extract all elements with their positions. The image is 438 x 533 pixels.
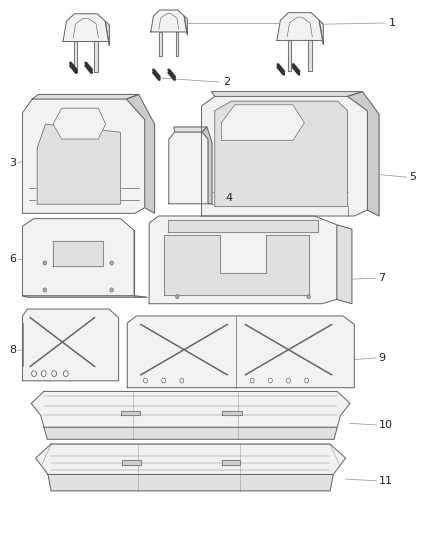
Text: 9: 9 [378,353,385,363]
Polygon shape [164,235,309,295]
Polygon shape [176,32,178,56]
Text: 10: 10 [378,420,392,430]
Text: 1: 1 [389,18,396,28]
Circle shape [305,378,309,383]
Polygon shape [127,316,354,387]
Text: 11: 11 [378,476,392,486]
Polygon shape [347,92,379,216]
Circle shape [162,378,166,383]
Circle shape [64,370,68,376]
Text: 5: 5 [409,172,416,182]
Polygon shape [202,127,212,204]
Polygon shape [31,391,350,427]
Polygon shape [337,225,352,304]
Polygon shape [215,101,347,206]
Polygon shape [74,42,77,72]
Polygon shape [123,461,141,465]
Polygon shape [53,241,103,265]
Polygon shape [184,16,187,35]
Polygon shape [22,309,119,381]
Circle shape [307,295,311,299]
Polygon shape [277,13,322,41]
Polygon shape [149,216,337,304]
Text: 8: 8 [9,345,16,356]
Polygon shape [288,41,291,71]
Polygon shape [168,220,318,232]
Polygon shape [159,32,162,56]
Polygon shape [63,14,109,42]
Polygon shape [44,427,337,439]
Circle shape [43,261,46,265]
Circle shape [250,378,254,383]
Polygon shape [95,42,98,72]
Circle shape [180,378,184,383]
Text: 6: 6 [9,254,16,263]
Polygon shape [222,461,240,465]
Polygon shape [120,410,140,415]
Circle shape [41,370,46,376]
Polygon shape [174,127,207,132]
Polygon shape [151,10,187,32]
Text: 2: 2 [223,77,230,87]
Polygon shape [212,92,363,96]
Polygon shape [222,105,304,141]
Polygon shape [37,124,120,204]
Polygon shape [319,20,323,44]
Circle shape [286,378,290,383]
Polygon shape [32,94,139,99]
Circle shape [32,370,36,376]
Polygon shape [127,94,155,213]
Polygon shape [35,444,346,474]
Polygon shape [201,96,367,216]
Text: 4: 4 [226,193,233,204]
Circle shape [144,378,148,383]
Polygon shape [48,474,333,491]
Polygon shape [223,410,242,415]
Polygon shape [308,41,312,71]
Circle shape [110,288,113,292]
Polygon shape [22,219,134,296]
Polygon shape [53,108,106,139]
Circle shape [43,288,46,292]
Text: 3: 3 [9,158,16,168]
Text: 7: 7 [378,273,385,283]
Polygon shape [169,132,208,204]
Polygon shape [22,296,147,297]
Circle shape [52,370,57,376]
Polygon shape [22,99,145,213]
Circle shape [268,378,272,383]
Circle shape [110,261,113,265]
Polygon shape [105,21,110,45]
Circle shape [176,295,179,299]
